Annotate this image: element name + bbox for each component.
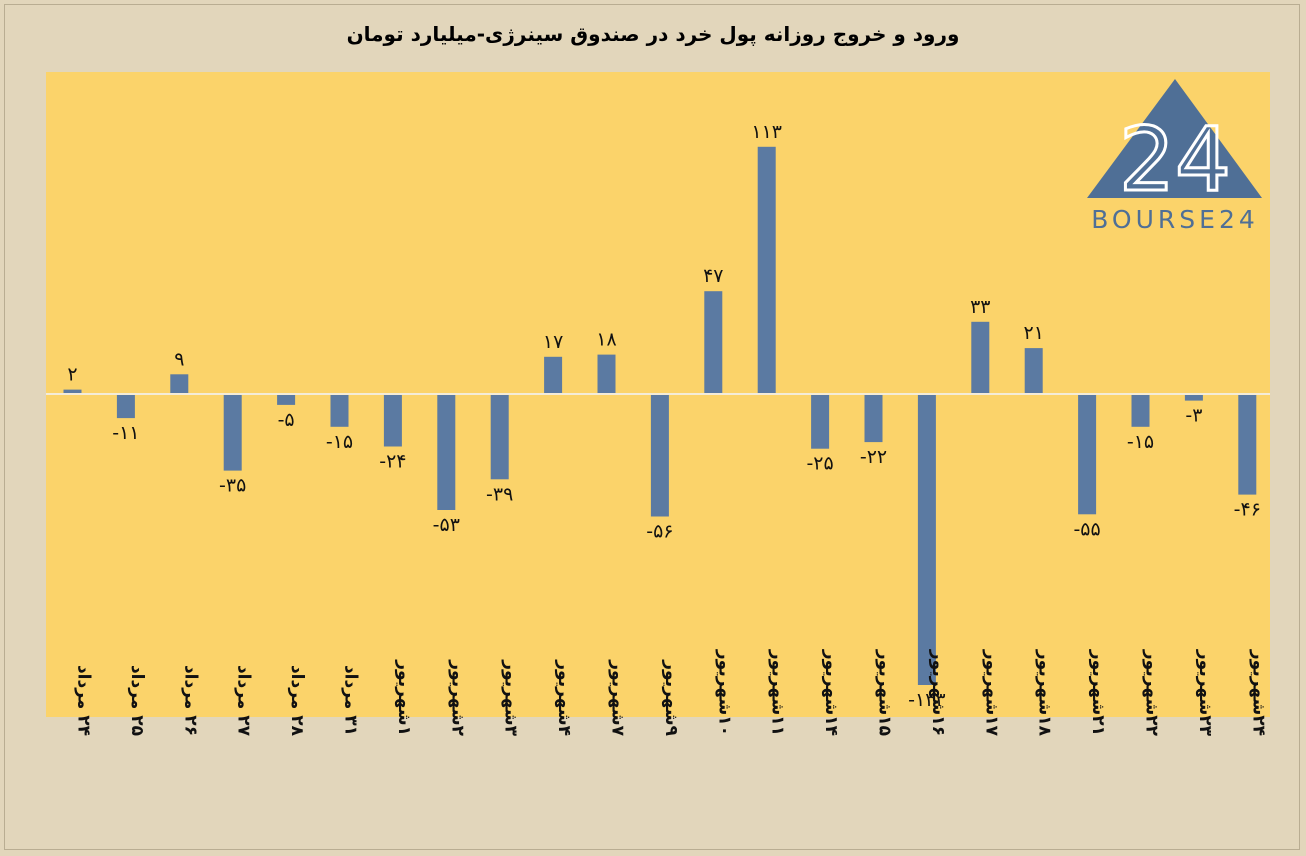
category-label: ۲۵ مرداد <box>127 665 147 736</box>
category-label: ۲۲شهریور <box>1142 649 1162 737</box>
bar <box>170 374 189 394</box>
data-label: -۵۳ <box>433 514 460 536</box>
category-label: ۴شهریور <box>554 659 574 736</box>
data-label: -۳۵ <box>219 475 246 497</box>
bar <box>383 394 402 447</box>
bar <box>1024 348 1043 394</box>
data-label: ۹ <box>174 348 184 370</box>
bar <box>544 356 563 394</box>
category-labels-group: ۲۴ مرداد ۲۵ مرداد ۲۶ مرداد ۲۷ مرداد ۲۸ مرداد… <box>74 649 1269 737</box>
data-label: -۳ <box>1185 405 1202 427</box>
data-label: ۱۸ <box>596 329 616 351</box>
data-label: ۴۷ <box>703 265 723 287</box>
bar <box>490 394 509 480</box>
bourse24-logo: 24 BOURSE24 <box>1087 79 1262 234</box>
category-label: ۲۴ مرداد <box>74 665 94 736</box>
category-label: ۲۴شهریور <box>1248 649 1268 736</box>
category-label: ۱۵شهریور <box>875 649 895 736</box>
data-label: -۱۳۳ <box>908 689 945 711</box>
category-label: ۱۴شهریور <box>821 649 841 736</box>
bar <box>1131 394 1150 427</box>
data-label: -۵ <box>278 409 295 431</box>
bar <box>1078 394 1097 515</box>
logo-mark-text: 24 <box>1119 108 1231 211</box>
bar <box>597 354 616 394</box>
bar <box>116 394 135 419</box>
bar <box>277 394 296 405</box>
category-label: ۱۰شهریور <box>714 649 734 736</box>
data-label: ۲ <box>67 364 77 386</box>
bar <box>864 394 883 443</box>
category-label: ۱شهریور <box>394 659 414 736</box>
data-label: -۱۱ <box>112 422 139 444</box>
logo-text: BOURSE24 <box>1091 205 1259 234</box>
value-labels-group: ۲ -۱۱ ۹ -۳۵ -۵ -۱۵ -۲۴ -۵۳ -۳۹ ۱۷ ۱۸ -۵۶ ۴۷ ۱۱۳ -۲۵ -۲۲… <box>67 121 1261 711</box>
bar <box>63 389 82 394</box>
bar <box>917 394 936 685</box>
category-label: ۷شهریور <box>608 659 628 736</box>
data-label: -۱۵ <box>1127 431 1154 453</box>
category-label: ۱۸شهریور <box>1035 649 1055 737</box>
bar <box>757 146 776 394</box>
category-label: ۳۱ مرداد <box>341 665 361 736</box>
category-label: ۹شهریور <box>661 659 681 736</box>
bar <box>330 394 349 427</box>
category-label: ۲۱شهریور <box>1088 649 1108 736</box>
bar <box>437 394 456 510</box>
bar <box>223 394 242 471</box>
category-label: ۱۱شهریور <box>768 649 788 736</box>
data-label: -۱۵ <box>326 431 353 453</box>
bar <box>1238 394 1257 495</box>
data-label: -۲۴ <box>379 451 406 473</box>
category-label: ۳شهریور <box>501 659 521 736</box>
bars-group <box>63 146 1257 685</box>
category-label: ۲۶ مرداد <box>180 665 200 736</box>
bar <box>650 394 669 517</box>
chart-frame <box>4 4 1300 850</box>
logo-triangle-icon <box>1087 79 1262 198</box>
data-label: ۳۳ <box>970 296 990 318</box>
bar <box>971 321 990 394</box>
category-label: ۲۸ مرداد <box>287 665 307 737</box>
chart-title: ورود و خروج روزانه پول خرد در صندوق سینر… <box>346 22 960 46</box>
category-label: ۱۶شهریور <box>928 649 948 736</box>
data-label: -۲۲ <box>860 446 887 468</box>
data-label: -۳۹ <box>486 483 513 505</box>
category-label: ۲۷ مرداد <box>234 665 254 737</box>
bar <box>1184 394 1203 401</box>
data-label: -۲۵ <box>806 453 833 475</box>
category-label: ۱۷شهریور <box>981 649 1001 737</box>
category-label: ۲شهریور <box>447 659 467 736</box>
data-label: -۴۶ <box>1234 499 1261 521</box>
category-label: ۲۳شهریور <box>1195 649 1215 737</box>
data-label: -۵۵ <box>1073 518 1100 540</box>
bar <box>704 291 723 394</box>
data-label: ۱۱۳ <box>751 121 782 143</box>
data-label: ۲۱ <box>1023 322 1043 344</box>
bar <box>811 394 830 449</box>
data-label: -۵۶ <box>646 521 673 543</box>
data-label: ۱۷ <box>543 331 563 353</box>
